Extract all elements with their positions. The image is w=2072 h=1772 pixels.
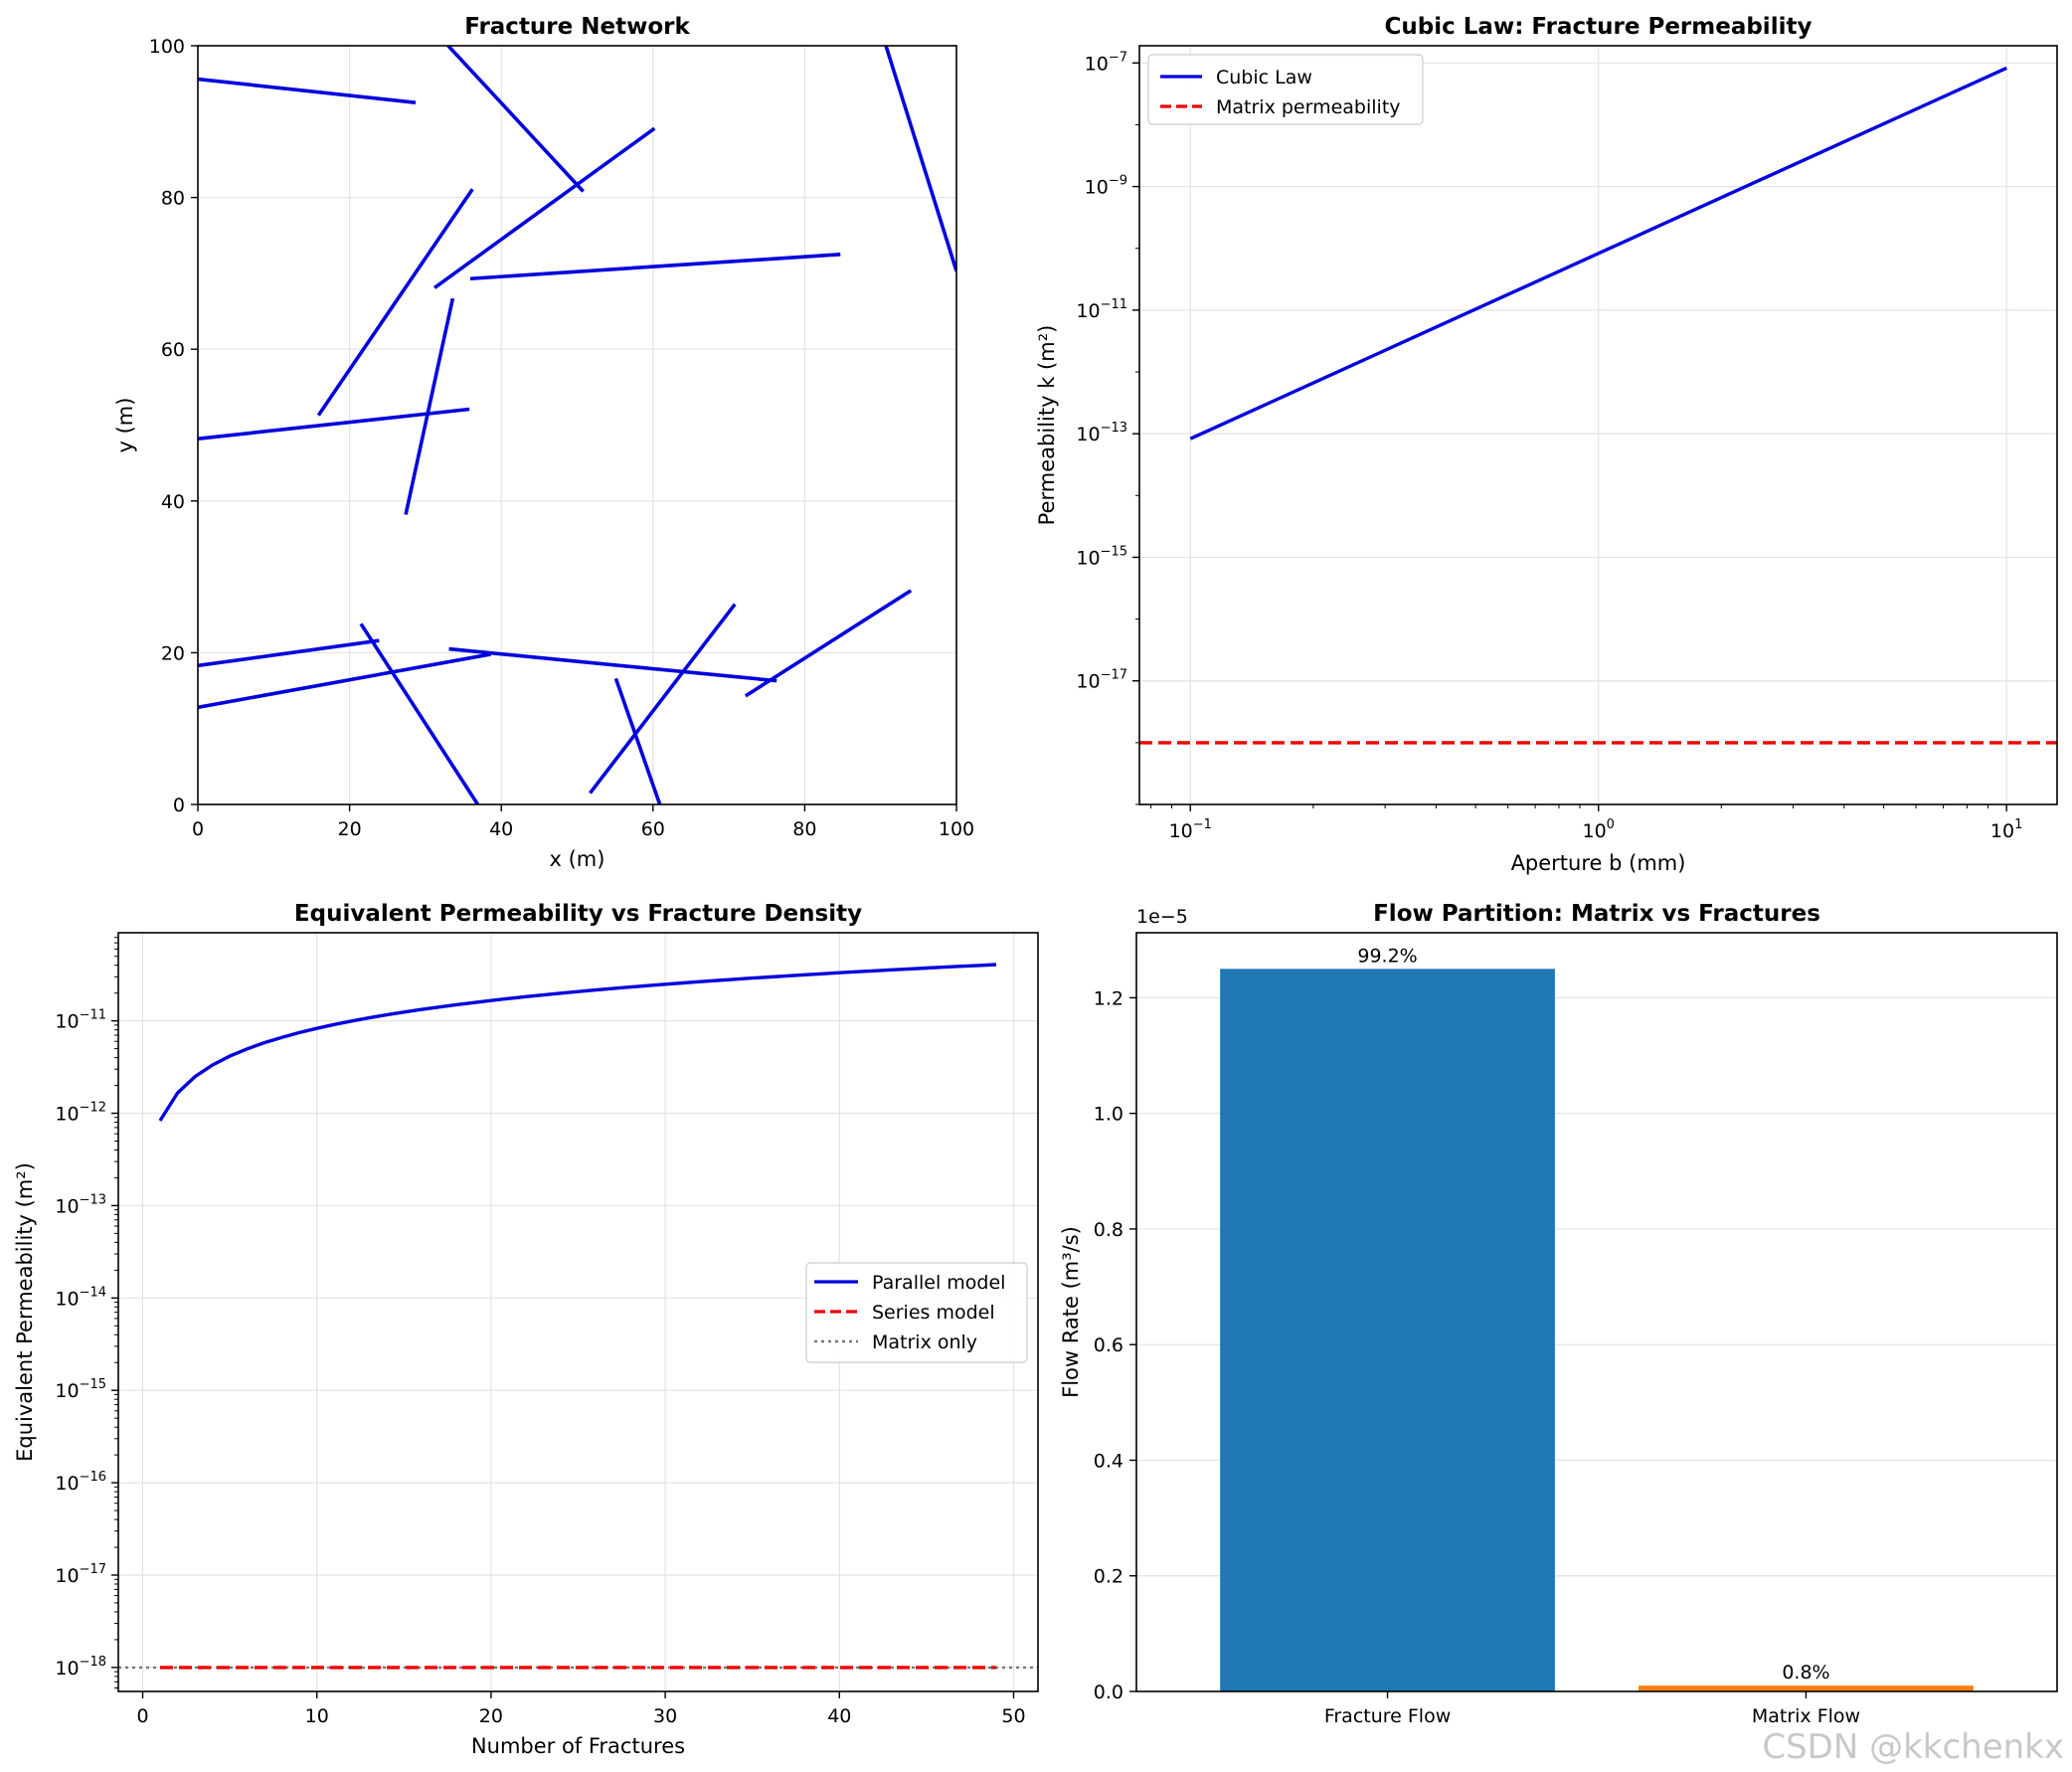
x-tick-label: 50	[1001, 1705, 1025, 1727]
x-tick-label: 20	[338, 818, 362, 840]
y-tick-label: 20	[161, 642, 185, 664]
chart-title: Equivalent Permeability vs Fracture Dens…	[294, 901, 862, 927]
x-tick-label: 10−1	[1169, 817, 1212, 842]
fracture-segment	[448, 646, 777, 683]
fracture-segment	[469, 253, 841, 281]
legend-entry: Matrix permeability	[1216, 96, 1401, 118]
bar-data-label: 0.8%	[1782, 1662, 1829, 1683]
legend-entry: Matrix only	[872, 1331, 977, 1353]
fracture-segment	[589, 603, 737, 795]
y-tick-label: 10−11	[1076, 297, 1127, 322]
y-axis-label: Permeability k (m²)	[1035, 325, 1059, 526]
chart-title: Fracture Network	[464, 14, 690, 40]
fracture-segment	[198, 652, 491, 710]
bar-matrix-flow	[1639, 1685, 1974, 1691]
y-tick-label: 10−12	[55, 1101, 106, 1126]
y-tick-label: 0.8	[1094, 1219, 1123, 1241]
plot-frame	[1138, 45, 2058, 805]
x-tick-label: 80	[792, 818, 816, 840]
y-tick-label: 60	[161, 339, 185, 361]
fracture-segment	[198, 77, 417, 105]
fracture-segment	[198, 638, 380, 668]
panel-equivalent-permeability: 0 10 20 30 40 50 10−11 10−12 10−13 10−14 10−15 10−1…	[13, 901, 1039, 1758]
y-tick-label: 0.0	[1094, 1682, 1123, 1703]
x-tick-label: 10	[305, 1705, 329, 1727]
legend-box	[1147, 54, 1424, 125]
y-tick-label: 10−13	[55, 1192, 106, 1217]
y-tick-label: 10−17	[1076, 668, 1127, 693]
y-offset-label: 1e−5	[1136, 906, 1188, 928]
x-tick-label: 0	[192, 818, 204, 840]
y-tick-label: 10−11	[55, 1008, 106, 1033]
y-tick-label: 10−9	[1085, 174, 1127, 199]
x-axis-label: Aperture b (mm)	[1511, 851, 1686, 875]
plot-frame	[117, 932, 1039, 1692]
legend-box	[805, 1262, 1028, 1363]
y-tick-label: 10−13	[1076, 421, 1127, 445]
x-tick-label: 40	[827, 1705, 851, 1727]
fracture-segment	[884, 46, 956, 272]
x-tick-label: 100	[939, 818, 974, 840]
y-tick-label: 0.4	[1094, 1450, 1123, 1472]
fracture-segment	[433, 126, 656, 289]
x-tick-label: 100	[1582, 817, 1614, 842]
y-tick-label: 0.2	[1094, 1566, 1123, 1588]
plot-frame	[1135, 932, 2058, 1692]
fracture-lines	[198, 46, 956, 804]
chart-title: Cubic Law: Fracture Permeability	[1385, 14, 1813, 40]
bar-fracture-flow	[1220, 969, 1555, 1691]
x-tick-label: 0	[136, 1705, 148, 1727]
x-tick-label: Fracture Flow	[1324, 1705, 1451, 1727]
fracture-segment	[744, 589, 913, 698]
legend-entry: Series model	[872, 1302, 995, 1324]
fracture-segment	[359, 622, 480, 804]
y-tick-label: 10−14	[55, 1285, 106, 1310]
fracture-segment	[316, 188, 474, 417]
x-tick-label: 101	[1990, 817, 2022, 842]
series-line-parallel-model	[158, 963, 997, 1122]
y-axis-label: Equivalent Permeability (m²)	[13, 1162, 37, 1462]
x-tick-label: 60	[641, 818, 665, 840]
fracture-segment	[404, 297, 455, 515]
fracture-segment	[198, 407, 470, 442]
fracture-segment	[613, 677, 662, 804]
x-tick-label: 30	[653, 1705, 677, 1727]
y-axis-label: Flow Rate (m³/s)	[1059, 1226, 1083, 1398]
x-axis-label: Number of Fractures	[471, 1734, 685, 1758]
fracture-segment	[446, 46, 585, 193]
y-tick-label: 10−17	[55, 1562, 106, 1587]
y-tick-label: 10−7	[1085, 50, 1127, 75]
legend-entry: Cubic Law	[1216, 67, 1312, 89]
x-tick-label: 40	[489, 818, 513, 840]
panel-fracture-network: 0 20 40 60 80 100 0 20 40 60 80 100 Fracture Network…	[113, 14, 974, 871]
y-tick-label: 0.6	[1094, 1334, 1123, 1356]
x-tick-label: Matrix Flow	[1752, 1705, 1860, 1727]
panel-flow-partition: 0.0 0.2 0.4 0.6 0.8 1.0 1.2 Fracture Flow 99.2% M…	[1059, 901, 2058, 1727]
x-tick-label: 20	[479, 1705, 503, 1727]
y-tick-label: 80	[161, 188, 185, 210]
chart-title: Flow Partition: Matrix vs Fractures	[1373, 901, 1820, 927]
y-tick-label: 40	[161, 491, 185, 513]
series-line-cubic-law	[1189, 66, 2007, 441]
y-axis-label: y (m)	[113, 398, 137, 453]
y-tick-label: 1.0	[1094, 1104, 1123, 1126]
watermark: CSDN @kkchenkx	[1762, 1727, 2064, 1767]
panel-cubic-law: 10−1 100 101 10−7 10−9 10−11 10−13 10−15 10−17 Cu…	[1035, 14, 2058, 875]
plot-frame	[197, 45, 957, 805]
legend-entry: Parallel model	[872, 1272, 1005, 1294]
y-tick-label: 10−15	[1076, 544, 1127, 569]
y-tick-label: 10−16	[55, 1470, 106, 1495]
bar-data-label: 99.2%	[1357, 945, 1417, 967]
y-tick-label: 100	[149, 36, 185, 58]
x-axis-label: x (m)	[550, 847, 605, 871]
y-tick-label: 10−18	[55, 1655, 106, 1680]
y-tick-label: 1.2	[1094, 987, 1123, 1009]
y-tick-label: 10−15	[55, 1377, 106, 1402]
y-tick-label: 0	[173, 795, 185, 816]
